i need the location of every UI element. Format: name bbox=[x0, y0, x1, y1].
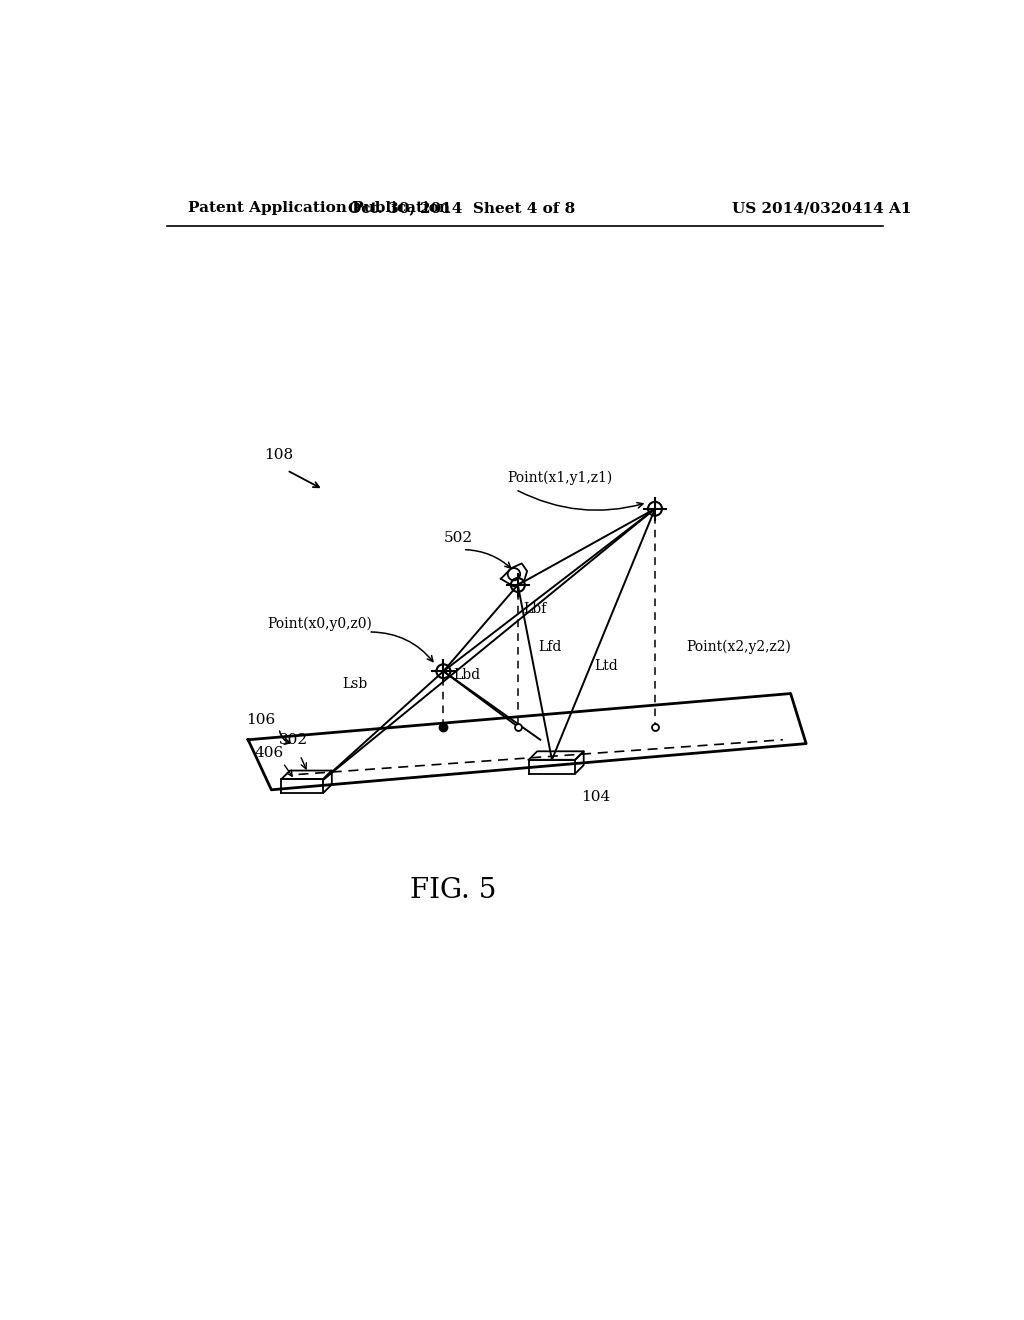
Text: Lbd: Lbd bbox=[454, 668, 480, 682]
Text: 108: 108 bbox=[263, 447, 293, 462]
Text: Oct. 30, 2014  Sheet 4 of 8: Oct. 30, 2014 Sheet 4 of 8 bbox=[347, 202, 574, 215]
Text: 106: 106 bbox=[246, 713, 275, 727]
Text: US 2014/0320414 A1: US 2014/0320414 A1 bbox=[732, 202, 911, 215]
Text: 104: 104 bbox=[582, 791, 610, 804]
Text: Lsb: Lsb bbox=[343, 677, 368, 692]
Text: Point(x1,y1,z1): Point(x1,y1,z1) bbox=[508, 470, 613, 484]
Text: 302: 302 bbox=[280, 733, 308, 747]
Text: Lbf: Lbf bbox=[523, 602, 547, 615]
Text: Patent Application Publication: Patent Application Publication bbox=[188, 202, 451, 215]
Text: Point(x0,y0,z0): Point(x0,y0,z0) bbox=[267, 616, 373, 631]
Text: Ltd: Ltd bbox=[595, 660, 618, 673]
Text: Lfd: Lfd bbox=[539, 640, 562, 655]
Text: Point(x2,y2,z2): Point(x2,y2,z2) bbox=[686, 640, 791, 655]
Text: 502: 502 bbox=[444, 531, 473, 545]
Text: 406: 406 bbox=[254, 747, 284, 760]
Text: FIG. 5: FIG. 5 bbox=[411, 876, 497, 904]
